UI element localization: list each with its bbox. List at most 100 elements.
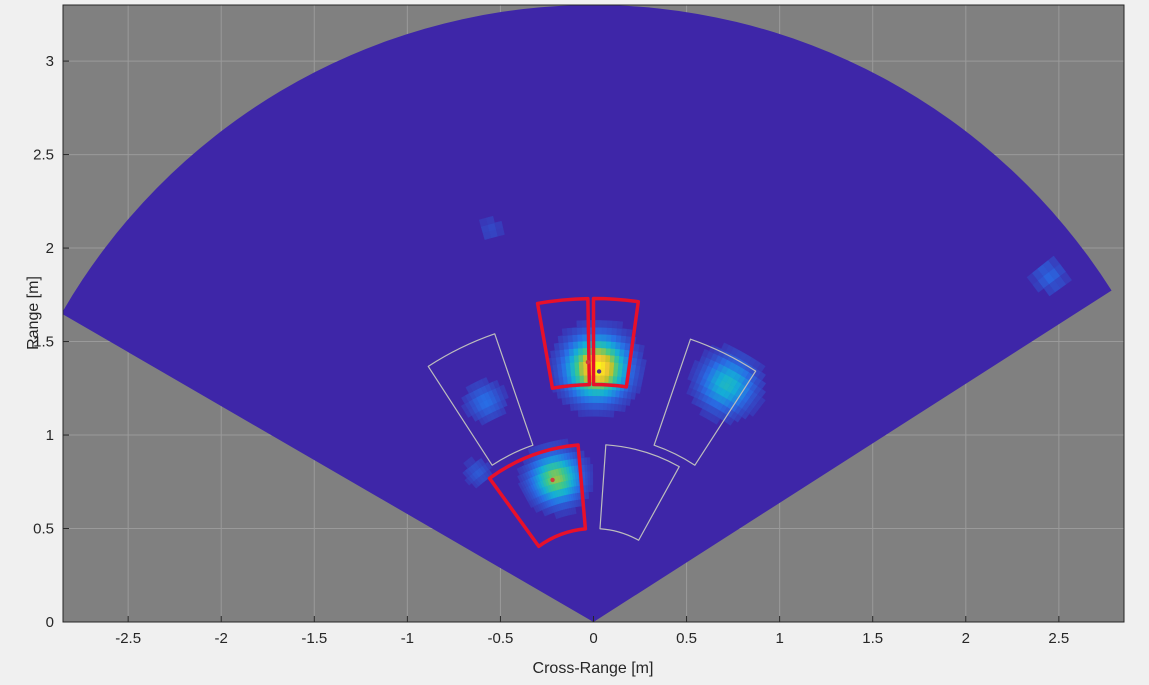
heatmap-cell (566, 327, 573, 336)
y-tick-label: 2 (46, 240, 54, 257)
heatmap-cell (605, 340, 612, 349)
heatmap-cell (604, 375, 610, 383)
heatmap-cell (596, 374, 601, 383)
heatmap-cell (574, 368, 581, 377)
heatmap-cell (579, 375, 585, 383)
heatmap-cell (563, 341, 570, 350)
heatmap-cell (587, 464, 591, 472)
heatmap-cell (587, 470, 591, 479)
heatmap-cell (606, 334, 612, 342)
y-axis-title: Range [m] (25, 276, 42, 350)
heatmap-cell (603, 395, 609, 404)
zone-6-inactive (599, 444, 680, 541)
zone-4-inactive (653, 338, 757, 466)
x-axis-ticks: -2.5 -2 -1.5 -1 -0.5 0 0.5 1 1.5 2 2.5 (115, 616, 1069, 647)
heatmap-cell (756, 362, 766, 373)
heatmap-cell (586, 457, 591, 465)
heatmap-cell (578, 354, 584, 363)
heatmap-cell (596, 388, 601, 397)
heatmap-cell (494, 220, 504, 230)
heatmap-cell (478, 457, 486, 467)
heatmap-cell (576, 395, 582, 404)
heatmap-cell (611, 327, 618, 336)
heatmap-cell (599, 388, 605, 397)
heatmap-cell (577, 334, 583, 342)
heatmap-cell (609, 409, 615, 418)
heatmap-cell (640, 358, 647, 367)
heatmap-cell (573, 347, 579, 356)
heatmap-cell (580, 388, 585, 397)
heatmap-cell (587, 477, 591, 486)
heatmap-cell (568, 348, 575, 356)
heatmap-cell (606, 327, 613, 335)
y-tick-label: 0 (46, 614, 54, 631)
heatmap-cell (592, 395, 597, 403)
heatmap-cell (577, 340, 584, 349)
heatmap-cell (573, 354, 580, 363)
heatmap-cell (575, 375, 581, 383)
heatmap-cell (481, 376, 490, 386)
heatmap-cell (600, 361, 606, 369)
heatmap-cell (605, 347, 612, 356)
target-marker (550, 477, 555, 483)
x-tick-label: -0.5 (488, 630, 514, 647)
x-tick-label: 1.5 (862, 630, 883, 647)
heatmap-cell (578, 361, 584, 370)
heatmap-cell (609, 361, 615, 370)
heatmap-cell (590, 484, 594, 493)
heatmap-cell (604, 368, 610, 376)
heatmap-cell (625, 397, 632, 406)
heatmap-cell (589, 464, 594, 472)
heatmap-cell (603, 388, 609, 397)
heatmap-cell (589, 470, 594, 479)
heatmap-cell (595, 395, 601, 403)
heatmap-cell (577, 409, 583, 418)
heatmap-cell (601, 320, 608, 328)
x-tick-label: -2 (215, 630, 228, 647)
heatmap-cell (615, 334, 622, 343)
heatmap-cell (757, 371, 767, 381)
heatmap-cell (601, 333, 608, 342)
heatmap-cell (757, 396, 766, 407)
target-marker (585, 359, 591, 365)
heatmap-cell (596, 354, 602, 362)
heatmap-cell (581, 320, 588, 328)
heatmap-cell (611, 320, 618, 329)
heatmap-cell (590, 477, 594, 486)
heatmap-cell (610, 341, 617, 349)
detection-zones (427, 296, 757, 549)
heatmap-cell (582, 333, 588, 342)
heatmap-cell (1060, 271, 1073, 285)
heatmap-cell (569, 355, 575, 363)
zone-1-active (535, 296, 592, 390)
x-tick-label: 0 (589, 630, 597, 647)
heatmap-cell (616, 321, 624, 329)
target-marker (596, 369, 602, 374)
heatmap-cell (572, 341, 579, 349)
x-tick-label: -2.5 (115, 630, 141, 647)
x-tick-label: 2.5 (1048, 630, 1069, 647)
heatmap-cell (584, 402, 590, 410)
heatmap-cell (596, 361, 602, 369)
heatmap-cell (571, 375, 577, 384)
heatmap-cell (581, 402, 586, 411)
x-tick-label: 1 (775, 630, 783, 647)
heatmap-cell (588, 402, 593, 410)
heatmap-cell (588, 395, 593, 403)
heatmap-cell (468, 456, 477, 465)
heatmap-cell (567, 334, 574, 343)
x-tick-label: 0.5 (676, 630, 697, 647)
y-axis-ticks: 0 0.5 1 1.5 2 2.5 3 (33, 53, 69, 631)
x-axis-title: Cross-Range [m] (533, 660, 654, 677)
heatmap-cell (626, 328, 633, 337)
heatmap-cell (611, 334, 617, 343)
heatmap-cell (569, 361, 576, 370)
heatmap-cell (609, 354, 616, 363)
x-tick-label: 2 (962, 630, 970, 647)
heatmap-cell (580, 395, 586, 404)
heatmap-cell (595, 409, 600, 417)
zone-2-active (591, 296, 641, 389)
heatmap-cell (585, 409, 590, 417)
heatmap-cell (576, 320, 583, 328)
heatmap-cell (574, 361, 580, 370)
